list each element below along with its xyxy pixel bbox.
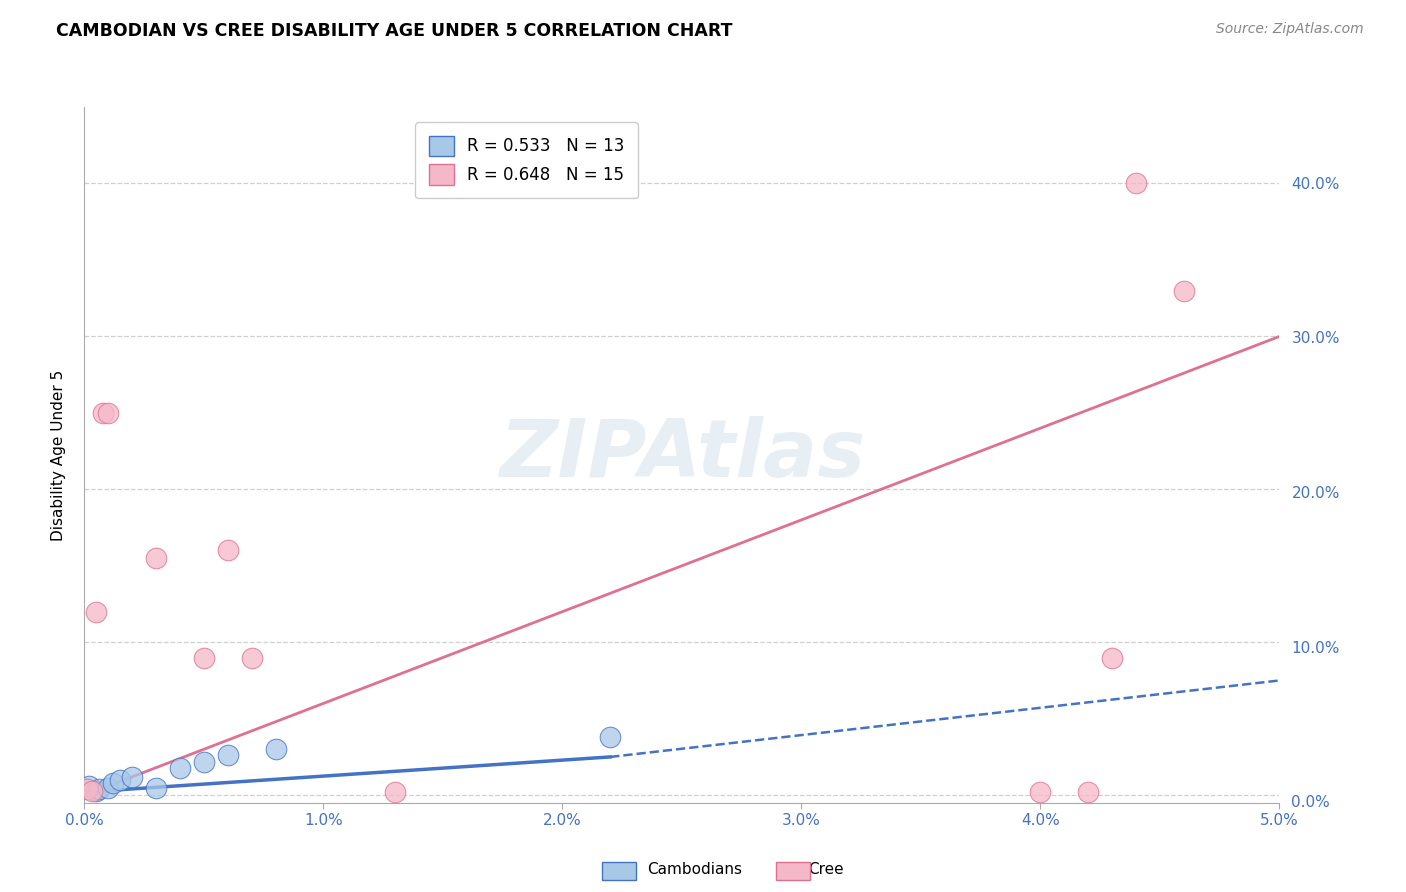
Text: 0.0%: 0.0% <box>1291 796 1330 810</box>
Text: Cree: Cree <box>808 863 844 877</box>
Text: 10.0%: 10.0% <box>1291 640 1340 656</box>
Point <box>101 776 124 790</box>
Point <box>97 780 120 795</box>
Point <box>76 782 98 797</box>
Point <box>193 650 215 665</box>
Text: 40.0%: 40.0% <box>1291 177 1340 192</box>
Point <box>1125 177 1147 191</box>
Point <box>384 785 406 799</box>
Point <box>217 543 239 558</box>
Point <box>86 783 108 797</box>
Text: 20.0%: 20.0% <box>1291 486 1340 501</box>
Point <box>97 406 120 420</box>
Point <box>240 650 263 665</box>
Point <box>1173 284 1195 298</box>
Point <box>77 779 100 793</box>
Point <box>87 782 110 797</box>
Point <box>193 755 215 769</box>
Text: ZIPAtlas: ZIPAtlas <box>499 416 865 494</box>
Text: Cambodians: Cambodians <box>647 863 742 877</box>
Point <box>121 770 143 784</box>
Point <box>169 761 191 775</box>
Point <box>86 605 108 619</box>
Point <box>217 748 239 763</box>
Text: Source: ZipAtlas.com: Source: ZipAtlas.com <box>1216 22 1364 37</box>
Point <box>93 406 115 420</box>
Y-axis label: Disability Age Under 5: Disability Age Under 5 <box>51 369 66 541</box>
Point <box>599 730 621 744</box>
Point <box>145 551 167 566</box>
Point <box>1101 650 1123 665</box>
Point <box>110 772 132 787</box>
Point <box>1077 785 1099 799</box>
Text: 30.0%: 30.0% <box>1291 332 1340 346</box>
Point <box>1029 785 1052 799</box>
Point <box>145 780 167 795</box>
Point <box>80 783 103 797</box>
Point <box>264 742 287 756</box>
Legend: R = 0.533   N = 13, R = 0.648   N = 15: R = 0.533 N = 13, R = 0.648 N = 15 <box>415 122 638 198</box>
Text: CAMBODIAN VS CREE DISABILITY AGE UNDER 5 CORRELATION CHART: CAMBODIAN VS CREE DISABILITY AGE UNDER 5… <box>56 22 733 40</box>
